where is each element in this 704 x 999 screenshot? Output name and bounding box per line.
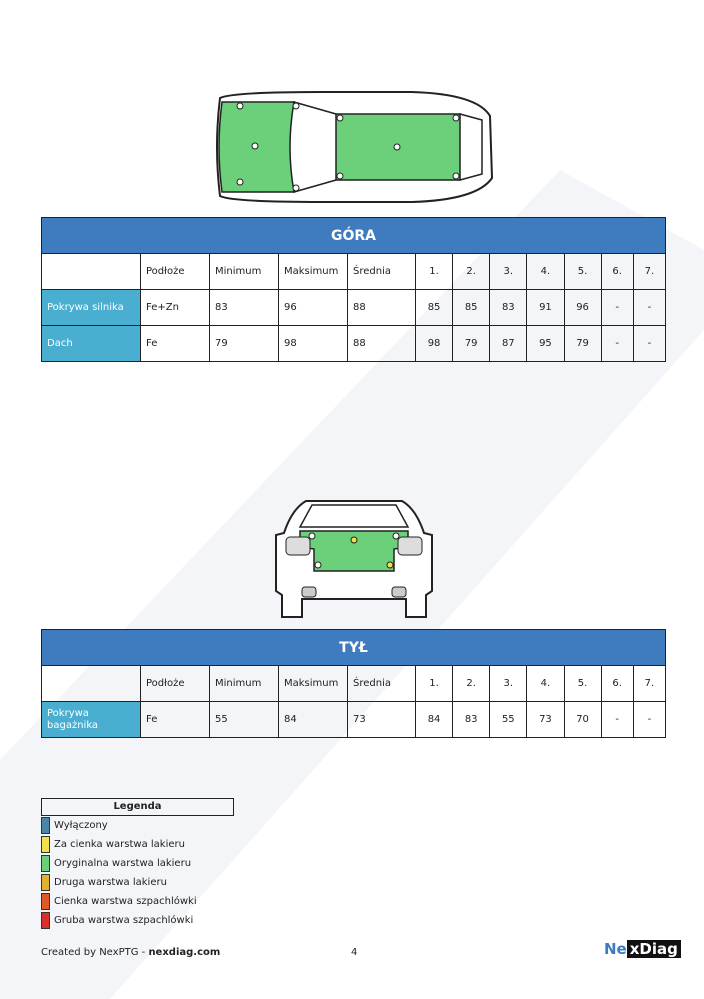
header-cell: 7. — [632, 253, 667, 290]
row-label: Dach — [41, 325, 141, 362]
table-title: GÓRA — [41, 217, 666, 254]
page-number: 4 — [351, 947, 358, 958]
header-cell: 1. — [414, 665, 454, 702]
table-tyl: TYŁ Podłoże Minimum Maksimum Średnia 1. … — [41, 629, 667, 738]
header-cell: 3. — [489, 253, 528, 290]
nexdiag-logo: Ne xDiag — [604, 940, 681, 958]
table-row: Pokrywa silnika Fe+Zn 83 96 88 85 85 83 … — [41, 289, 667, 326]
cell: 87 — [489, 325, 528, 362]
car-rear-view — [275, 500, 433, 618]
legend-label: Wyłączony — [54, 820, 108, 831]
table-row: Dach Fe 79 98 88 98 79 87 95 79 - - — [41, 325, 667, 362]
legend-item: Druga warstwa lakieru — [41, 873, 234, 892]
cell: - — [600, 325, 634, 362]
footer-site-link[interactable]: nexdiag.com — [148, 947, 221, 958]
cell: 70 — [563, 701, 602, 738]
row-label: Pokrywa silnika — [41, 289, 141, 326]
cell: 88 — [347, 289, 416, 326]
car-top-view — [216, 91, 494, 203]
cell: 88 — [347, 325, 416, 362]
header-cell: 5. — [563, 253, 602, 290]
header-cell: Minimum — [209, 665, 279, 702]
cell: 83 — [452, 701, 491, 738]
header-cell — [41, 253, 141, 290]
cell: 79 — [209, 325, 279, 362]
legend-label: Druga warstwa lakieru — [54, 877, 167, 888]
cell: - — [600, 289, 634, 326]
legend-label: Cienka warstwa szpachlówki — [54, 896, 197, 907]
header-cell: Maksimum — [278, 665, 348, 702]
legend-item: Oryginalna warstwa lakieru — [41, 854, 234, 873]
cell: 96 — [278, 289, 348, 326]
header-cell: Średnia — [347, 665, 416, 702]
legend-item: Cienka warstwa szpachlówki — [41, 892, 234, 911]
header-cell: Średnia — [347, 253, 416, 290]
header-cell: Podłoże — [140, 665, 210, 702]
cell: - — [600, 701, 634, 738]
footer-credit: Created by NexPTG - nexdiag.com — [41, 947, 220, 958]
legend-label: Za cienka warstwa lakieru — [54, 839, 185, 850]
legend-swatch — [41, 836, 50, 853]
header-cell: 4. — [526, 253, 565, 290]
legend-label: Gruba warstwa szpachlówki — [54, 915, 194, 926]
header-cell: 5. — [563, 665, 602, 702]
cell: Fe — [140, 325, 210, 362]
cell: 55 — [209, 701, 279, 738]
header-cell — [41, 665, 141, 702]
cell: 83 — [209, 289, 279, 326]
header-cell: 7. — [632, 665, 667, 702]
header-cell: 4. — [526, 665, 565, 702]
legend-label: Oryginalna warstwa lakieru — [54, 858, 192, 869]
header-cell: 2. — [452, 665, 491, 702]
table-header-row: Podłoże Minimum Maksimum Średnia 1. 2. 3… — [41, 665, 667, 702]
header-cell: 2. — [452, 253, 491, 290]
row-label: Pokrywa bagażnika — [41, 701, 141, 738]
cell: Fe — [140, 701, 210, 738]
cell: - — [632, 701, 667, 738]
cell: 85 — [452, 289, 491, 326]
header-cell: Maksimum — [278, 253, 348, 290]
legend-item: Gruba warstwa szpachlówki — [41, 911, 234, 930]
header-cell: 6. — [600, 665, 634, 702]
cell: 85 — [414, 289, 454, 326]
cell: 79 — [563, 325, 602, 362]
cell: 55 — [489, 701, 528, 738]
cell: Fe+Zn — [140, 289, 210, 326]
cell: 73 — [526, 701, 565, 738]
header-cell: 1. — [414, 253, 454, 290]
table-row: Pokrywa bagażnika Fe 55 84 73 84 83 55 7… — [41, 701, 667, 738]
legend-swatch — [41, 912, 50, 929]
legend-item: Za cienka warstwa lakieru — [41, 835, 234, 854]
cell: 73 — [347, 701, 416, 738]
header-cell: Podłoże — [140, 253, 210, 290]
cell: 96 — [563, 289, 602, 326]
legend: Legenda Wyłączony Za cienka warstwa lakie… — [41, 798, 234, 930]
table-gora: GÓRA Podłoże Minimum Maksimum Średnia 1.… — [41, 217, 667, 362]
legend-swatch — [41, 855, 50, 872]
legend-item: Wyłączony — [41, 816, 234, 835]
cell: - — [632, 325, 667, 362]
legend-swatch — [41, 817, 50, 834]
header-cell: Minimum — [209, 253, 279, 290]
legend-title: Legenda — [41, 798, 234, 816]
footer-created: Created by NexPTG - — [41, 947, 149, 958]
cell: 98 — [278, 325, 348, 362]
legend-swatch — [41, 893, 50, 910]
table-title: TYŁ — [41, 629, 666, 666]
table-header-row: Podłoże Minimum Maksimum Średnia 1. 2. 3… — [41, 253, 667, 290]
cell: 91 — [526, 289, 565, 326]
cell: - — [632, 289, 667, 326]
cell: 95 — [526, 325, 565, 362]
header-cell: 3. — [489, 665, 528, 702]
legend-swatch — [41, 874, 50, 891]
cell: 79 — [452, 325, 491, 362]
cell: 84 — [278, 701, 348, 738]
header-cell: 6. — [600, 253, 634, 290]
cell: 98 — [414, 325, 454, 362]
cell: 83 — [489, 289, 528, 326]
cell: 84 — [414, 701, 454, 738]
